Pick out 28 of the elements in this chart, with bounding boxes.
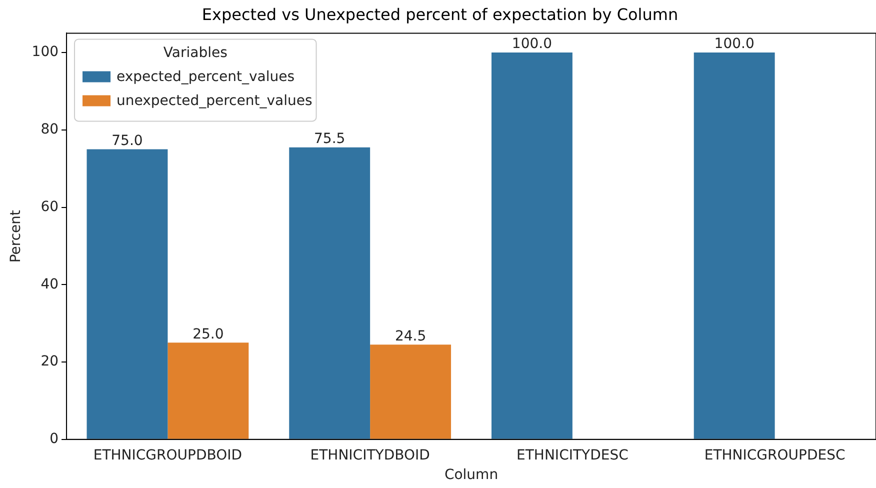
x-tick-label: ETHNICITYDBOID <box>310 447 430 464</box>
data-label: 75.0 <box>112 132 143 149</box>
legend-title: Variables <box>163 44 228 61</box>
bar <box>289 147 370 439</box>
legend-label: expected_percent_values <box>116 68 295 85</box>
legend-label: unexpected_percent_values <box>116 92 312 109</box>
y-axis-title: Percent <box>8 209 24 263</box>
x-tick-label: ETHNICGROUPDESC <box>704 447 846 464</box>
data-label: 100.0 <box>714 36 754 52</box>
y-tick-label: 20 <box>40 354 59 370</box>
data-label: 75.5 <box>314 130 346 147</box>
y-tick-label: 0 <box>50 431 59 448</box>
y-tick-label: 40 <box>40 276 59 292</box>
bar <box>86 149 168 439</box>
bar <box>694 52 775 439</box>
x-tick-label: ETHNICITYDESC <box>516 447 629 464</box>
bar <box>370 344 452 439</box>
chart-title: Expected vs Unexpected percent of expectation by Column <box>202 4 678 24</box>
data-label: 24.5 <box>394 328 426 344</box>
y-tick-label: 80 <box>40 122 59 138</box>
y-tick-label: 60 <box>40 198 59 215</box>
bar <box>168 342 249 439</box>
data-label: 100.0 <box>512 36 552 52</box>
data-label: 25.0 <box>192 326 224 342</box>
y-tick-label: 100 <box>32 44 59 60</box>
x-tick-label: ETHNICGROUPDBOID <box>93 447 242 464</box>
x-axis-title: Column <box>444 467 498 484</box>
bar <box>492 52 572 439</box>
